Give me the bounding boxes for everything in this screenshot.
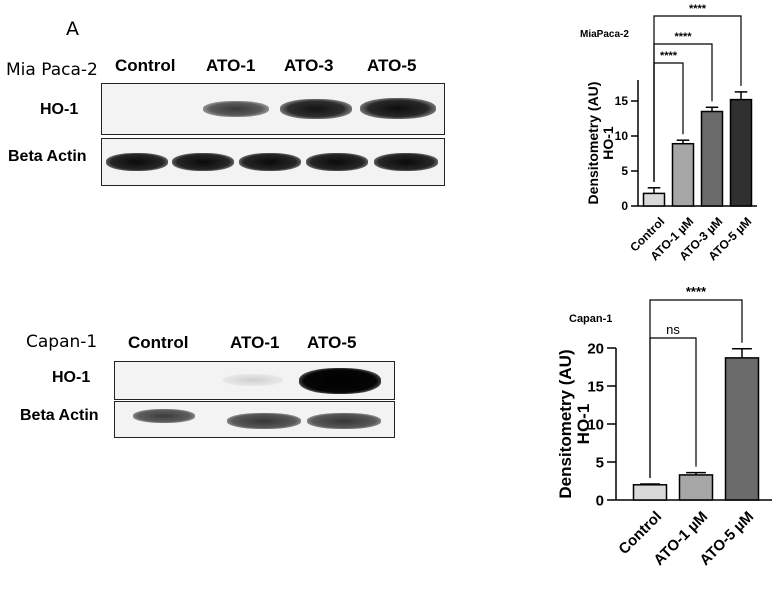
capan-lane-label-ato5: ATO-5 — [307, 333, 357, 352]
capan-bar-1 — [678, 474, 714, 501]
capan-ytick-label-0: 0 — [596, 492, 604, 509]
capan-chart-title: Capan-1 — [569, 313, 612, 325]
mia-actin-band-5 — [374, 153, 438, 171]
capan-ylabel-line2: HO-1 — [574, 404, 593, 445]
mia-bar-2 — [700, 110, 724, 207]
mia-lane-label-ato5: ATO-5 — [367, 56, 417, 75]
capan-sig-label-0: ns — [666, 322, 680, 337]
mia-bar-1 — [671, 142, 695, 207]
capan-lane-label-control: Control — [128, 333, 189, 352]
mia-actin-band-2 — [172, 153, 234, 171]
capan-cell-line-label: Capan-1 — [26, 332, 98, 352]
capan-sig-label-1: **** — [686, 284, 707, 299]
capan-bar-0 — [632, 484, 668, 501]
capan-actin-band-3 — [307, 413, 381, 429]
capan-ytick-label-3: 15 — [587, 378, 604, 395]
mia-ylabel-line1: Densitometry (AU) — [585, 82, 601, 205]
mia-cell-line-label: Mia Paca-2 — [6, 60, 98, 80]
mia-actin-band-3 — [239, 153, 301, 171]
mia-lane-label-ato3: ATO-3 — [284, 56, 334, 75]
mia-lane-label-ato1: ATO-1 — [206, 56, 256, 75]
capan-beta-actin-blot — [114, 401, 395, 438]
mia-ylabel-line2: HO-1 — [600, 126, 616, 160]
capan-ho1-blot — [114, 361, 395, 400]
panel-letter: A — [66, 18, 79, 40]
capan-actin-band-2 — [227, 413, 301, 429]
mia-chart-title: MiaPaca-2 — [580, 29, 629, 40]
mia-beta-actin-blot — [101, 138, 445, 186]
capan-ho1-band-ato1 — [223, 374, 283, 386]
capan-row-label-beta-actin: Beta Actin — [20, 407, 99, 424]
capan-ytick-label-1: 5 — [596, 454, 604, 471]
capan-lane-label-ato1: ATO-1 — [230, 333, 280, 352]
mia-ho1-band-ato5 — [360, 98, 436, 119]
mia-sig-label-0: **** — [660, 50, 678, 62]
mia-sig-label-1: **** — [674, 31, 692, 43]
capan-sig-bracket-0 — [649, 337, 697, 479]
mia-ho1-blot — [101, 83, 445, 135]
mia-bar-0 — [642, 192, 666, 207]
capan-sig-bracket-1 — [649, 299, 743, 479]
mia-sig-bracket-2 — [653, 15, 742, 182]
mia-sig-label-2: **** — [689, 3, 707, 15]
mia-bar-3 — [729, 98, 753, 207]
mia-row-label-ho1: HO-1 — [40, 101, 79, 118]
capan-ho1-band-ato5 — [299, 368, 381, 394]
mia-actin-band-1 — [106, 153, 168, 171]
mia-ytick-label-3: 15 — [615, 94, 629, 108]
capan-bar-2 — [724, 357, 760, 501]
mia-row-label-beta-actin: Beta Actin — [8, 148, 87, 165]
mia-actin-band-4 — [306, 153, 368, 171]
capan-ylabel-line1: Densitometry (AU) — [556, 349, 575, 498]
mia-ho1-band-ato3 — [280, 99, 352, 119]
mia-ytick-label-1: 5 — [621, 164, 628, 178]
capan-row-label-ho1: HO-1 — [52, 369, 91, 386]
mia-ytick-label-0: 0 — [621, 199, 628, 213]
mia-ytick-label-2: 10 — [615, 129, 629, 143]
mia-ho1-band-ato1 — [203, 101, 269, 117]
mia-lane-label-control: Control — [115, 56, 176, 75]
capan-actin-band-1 — [133, 409, 195, 423]
capan-ytick-label-2: 10 — [587, 416, 604, 433]
capan-ytick-label-4: 20 — [587, 340, 604, 357]
